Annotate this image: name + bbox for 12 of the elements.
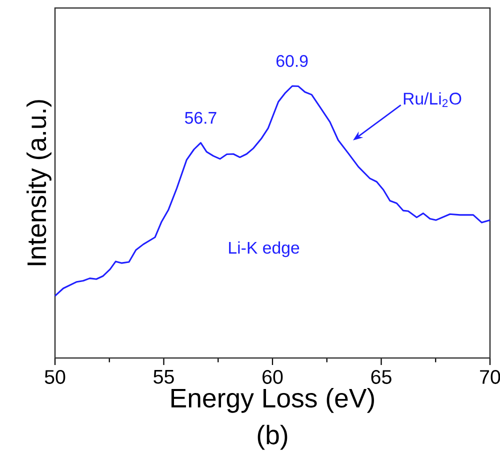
x-tick-label: 55 — [154, 370, 174, 384]
annotation: 56.7 — [184, 112, 216, 124]
text: (b) — [258, 424, 288, 450]
text: Ru/Li$_{2}$O — [404, 92, 462, 107]
x-tick-label: 70 — [480, 370, 500, 384]
x-tick-label: 60 — [262, 370, 283, 384]
x-tick-label: 50 — [44, 370, 66, 384]
x-axis-title: Energy Loss (eV) — [172, 388, 374, 413]
annotation: Li-K edge — [229, 241, 300, 258]
y-axis-title: Intensity (a.u.) — [26, 100, 52, 266]
annotation: 60.9 — [276, 55, 308, 67]
x-tick-label: 65 — [371, 370, 392, 384]
